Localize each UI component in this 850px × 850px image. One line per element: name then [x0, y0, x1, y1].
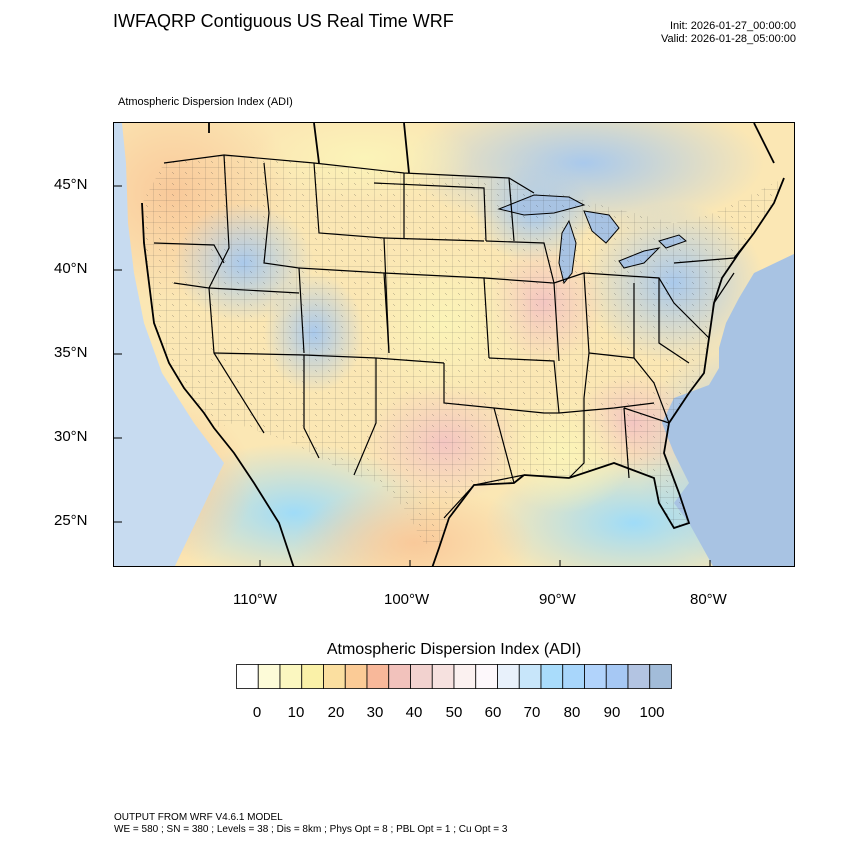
colorbar-tick: 90	[603, 704, 621, 721]
footer-model-line: OUTPUT FROM WRF V4.6.1 MODEL	[114, 812, 283, 823]
colorbar-box	[518, 664, 542, 689]
colorbar-tick: 100	[639, 704, 665, 721]
lon-label-90: 90°W	[539, 591, 576, 608]
conus-land	[142, 155, 784, 548]
colorbar-box	[388, 664, 411, 689]
colorbar-tick: 0	[252, 704, 262, 721]
colorbar-box	[366, 664, 390, 689]
colorbar-tick: 80	[563, 704, 581, 721]
frame-ticks	[114, 185, 711, 566]
colorbar-box	[257, 664, 281, 689]
colorbar-box	[497, 664, 520, 689]
colorbar-box	[410, 664, 433, 689]
valid-time: Valid: 2026-01-28_05:00:00	[661, 33, 796, 45]
lat-label-45: 45°N	[54, 176, 88, 193]
colorbar-tick: 30	[366, 704, 384, 721]
colorbar-tick: 50	[445, 704, 463, 721]
footer-config-line: WE = 580 ; SN = 380 ; Levels = 38 ; Dis …	[114, 824, 508, 835]
colorbar-box	[431, 664, 455, 689]
colorbar-box	[236, 664, 259, 689]
lat-label-30: 30°N	[54, 428, 88, 445]
coastline	[141, 123, 785, 566]
lat-label-40: 40°N	[54, 260, 88, 277]
colorbar-box	[540, 664, 564, 689]
colorbar-box	[344, 664, 368, 689]
lon-label-110: 110°W	[233, 591, 278, 608]
lon-label-80: 80°W	[690, 591, 727, 608]
colorbar-box	[562, 664, 585, 689]
map-panel	[113, 122, 795, 567]
lat-label-35: 35°N	[54, 344, 88, 361]
colorbar-box	[323, 664, 346, 689]
lon-label-100: 100°W	[384, 591, 430, 608]
ocean	[114, 123, 794, 566]
field-label: Atmospheric Dispersion Index (ADI)	[118, 96, 293, 108]
colorbar-box	[475, 664, 498, 689]
colorbar-box	[649, 664, 672, 689]
lat-label-25: 25°N	[54, 512, 88, 529]
colorbar-tick: 20	[327, 704, 345, 721]
colorbar-box	[279, 664, 303, 689]
colorbar-tick: 60	[484, 704, 502, 721]
state-borders	[141, 154, 755, 519]
adi-map	[114, 123, 794, 566]
colorbar	[236, 664, 672, 689]
colorbar-box	[605, 664, 629, 689]
init-time: Init: 2026-01-27_00:00:00	[670, 20, 796, 32]
colorbar-tick: 70	[523, 704, 541, 721]
colorbar-title: Atmospheric Dispersion Index (ADI)	[326, 641, 582, 658]
colorbar-box	[453, 664, 477, 689]
colorbar-tick: 40	[405, 704, 423, 721]
map-title: IWFAQRP Contiguous US Real Time WRF	[113, 11, 454, 31]
colorbar-tick: 10	[287, 704, 305, 721]
colorbar-box	[627, 664, 651, 689]
colorbar-box	[301, 664, 324, 689]
colorbar-box	[584, 664, 607, 689]
